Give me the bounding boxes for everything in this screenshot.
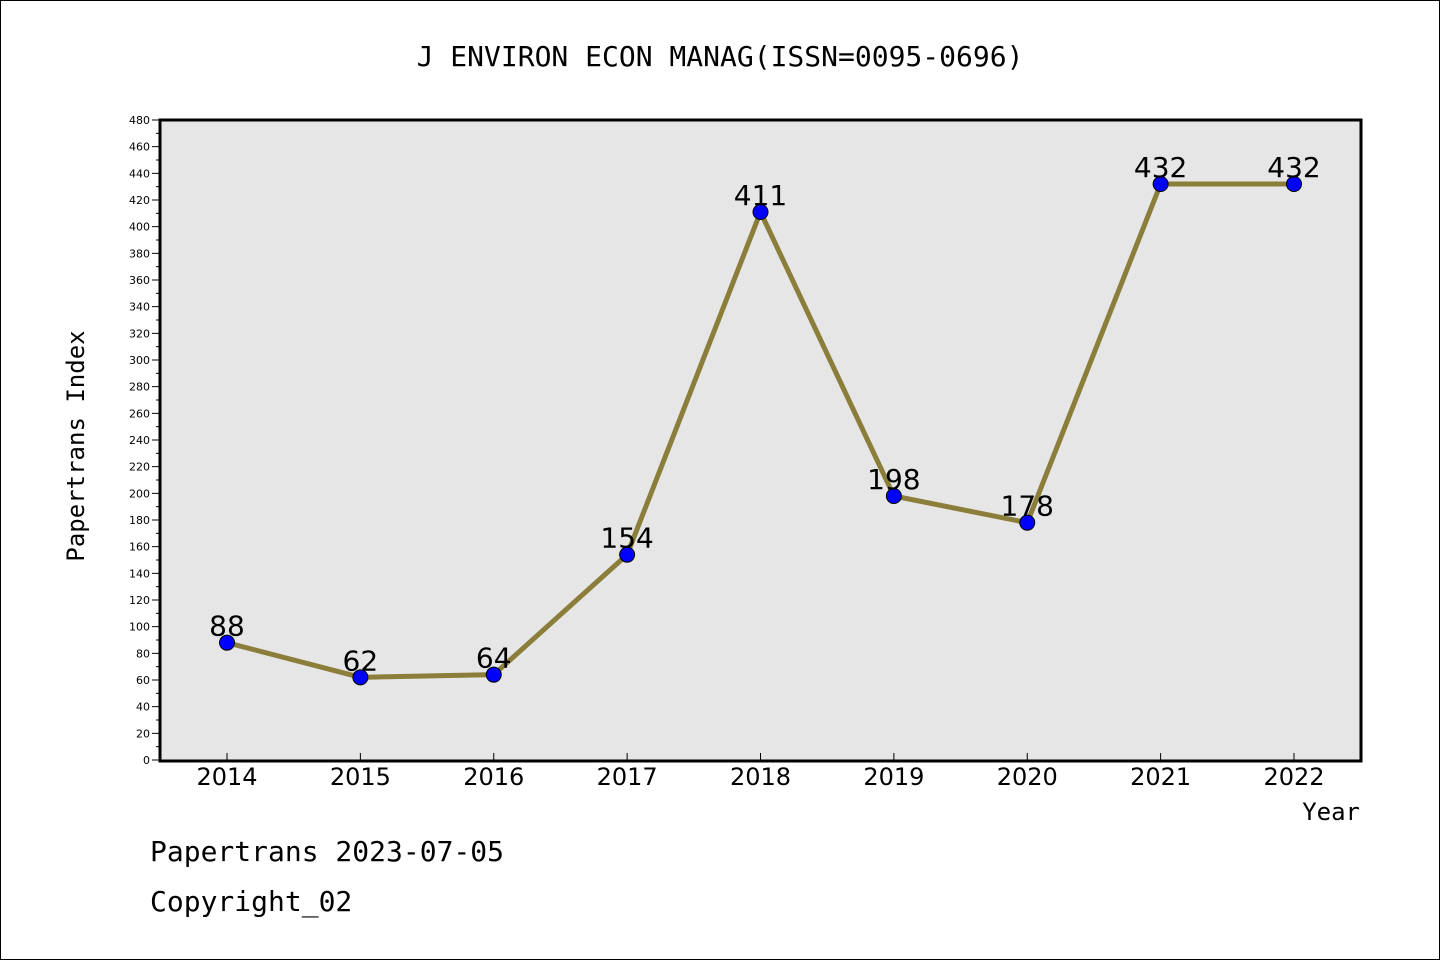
footer-date: Papertrans 2023-07-05 [150,835,505,868]
y-tick-label: 200 [129,487,150,500]
y-tick-label: 480 [129,114,150,127]
x-axis: 2014 2015 2016 2017 2018 2019 2020 2021 2022 [196,753,1325,791]
data-label: 411 [734,179,787,212]
y-tick-label: 0 [143,754,150,767]
y-tick-label: 380 [129,247,150,260]
data-label: 64 [476,642,512,675]
data-point [752,204,769,220]
data-label: 432 [1134,151,1187,184]
y-axis-label: Papertrans Index [62,330,90,561]
data-point [1286,176,1302,192]
x-axis-label: Year [1302,798,1360,826]
y-tick-label: 20 [136,727,150,740]
data-label: 198 [867,463,920,496]
footer-copyright: Copyright_02 [150,885,353,918]
y-tick-label: 60 [136,674,150,687]
y-tick-label: 160 [129,541,150,554]
data-point [219,634,235,651]
data-point [1019,514,1036,531]
data-label: 88 [209,610,245,643]
data-point [619,546,636,563]
y-tick-label: 320 [129,327,150,340]
x-tick-label: 2019 [863,763,924,791]
y-tick-label: 80 [136,647,150,660]
y-tick-label: 120 [129,594,150,607]
x-tick-label: 2020 [997,763,1058,791]
data-point [485,666,502,683]
x-tick-label: 2018 [730,763,791,791]
data-label: 432 [1267,151,1320,184]
x-tick-label: 2021 [1130,763,1191,791]
series-group: 88 62 64 154 411 198 178 432 432 [209,151,1321,686]
y-tick-label: 420 [129,194,150,207]
x-tick-label: 2014 [196,763,257,791]
x-tick-label: 2016 [463,763,524,791]
y-tick-label: 460 [129,141,150,154]
y-tick-label: 340 [129,301,150,314]
y-tick-label: 400 [129,221,150,234]
y-tick-label: 440 [129,167,150,180]
y-tick-label: 240 [129,434,150,447]
data-label: 178 [1001,490,1054,523]
x-tick-label: 2022 [1263,763,1324,791]
data-point [352,669,369,686]
data-label: 62 [343,644,379,677]
data-point [885,488,902,504]
y-tick-label: 140 [129,567,150,580]
y-tick-label: 360 [129,274,150,287]
y-tick-label: 220 [129,461,150,474]
x-tick-label: 2017 [597,763,658,791]
y-tick-label: 260 [129,407,150,420]
y-tick-label: 280 [129,381,150,394]
y-tick-label: 100 [129,621,150,634]
y-tick-label: 180 [129,514,150,527]
data-point [1152,176,1169,192]
x-tick-label: 2015 [330,763,391,791]
y-tick-label: 40 [136,701,150,714]
plot-area [158,118,1363,763]
y-axis: 0 20 40 60 80 100 120 140 160 180 200 220 240 260 280 3… [129,114,160,767]
data-label: 154 [600,522,653,555]
y-tick-label: 300 [129,354,150,367]
chart-title: J ENVIRON ECON MANAG(ISSN=0095-0696) [417,40,1024,73]
